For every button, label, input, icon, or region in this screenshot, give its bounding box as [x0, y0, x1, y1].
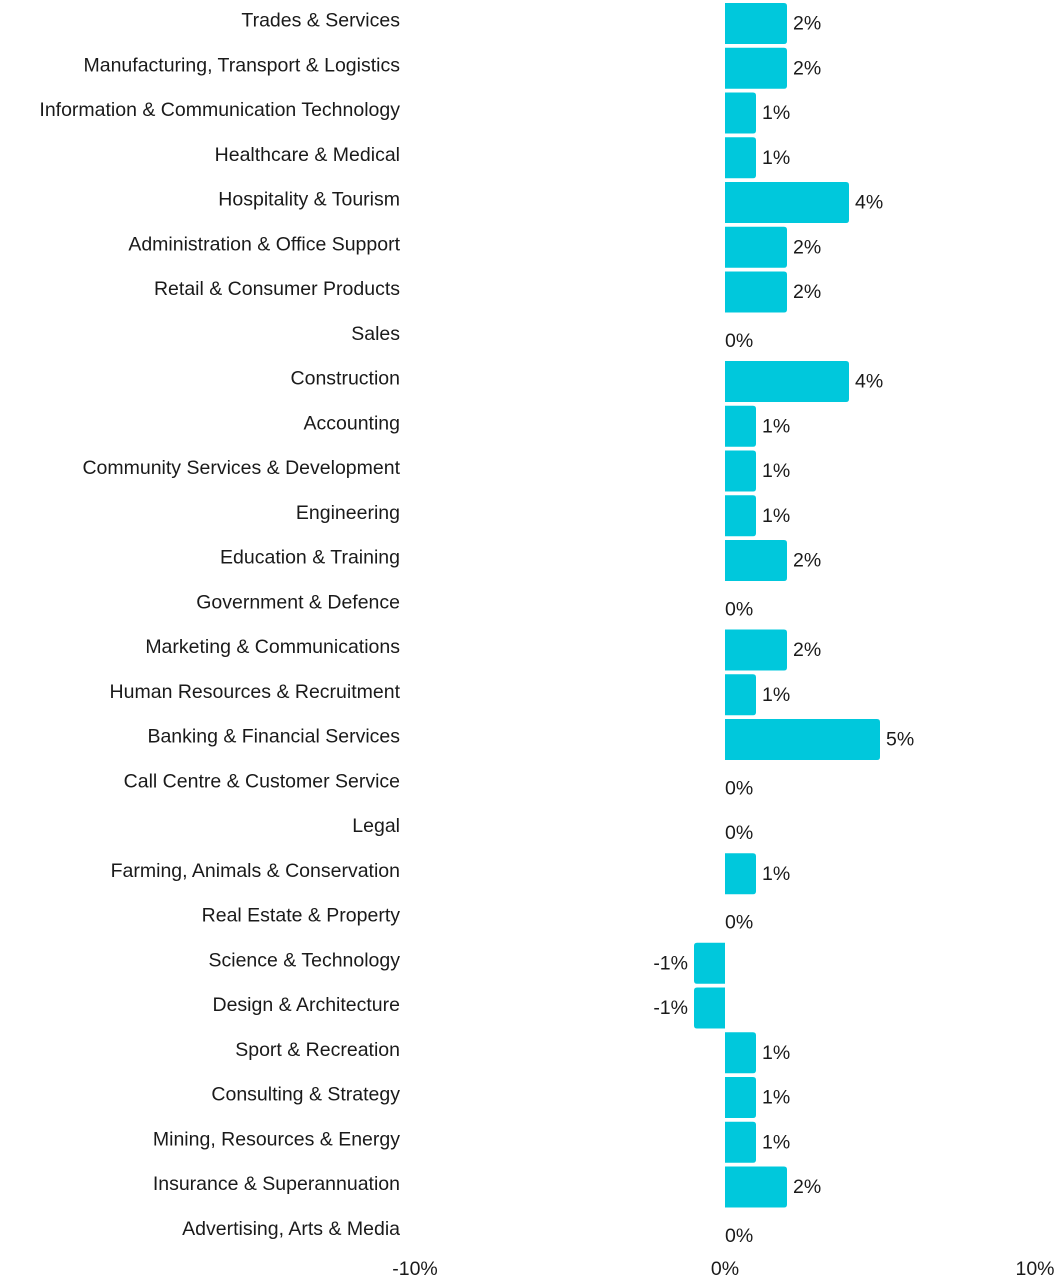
bar: [725, 405, 756, 447]
category-label: Mining, Resources & Energy: [153, 1128, 400, 1150]
bar: [725, 1032, 756, 1074]
bar: [725, 137, 756, 179]
category-label: Retail & Consumer Products: [154, 278, 400, 300]
bar: [725, 1121, 756, 1163]
category-label: Marketing & Communications: [145, 636, 400, 658]
category-label: Accounting: [304, 412, 400, 434]
bar: [694, 987, 725, 1029]
value-label: 1%: [762, 415, 790, 437]
value-label: 2%: [793, 1176, 821, 1198]
value-label: 1%: [762, 460, 790, 482]
value-label: 1%: [762, 1131, 790, 1153]
value-label: 2%: [793, 13, 821, 35]
value-label: 2%: [793, 550, 821, 572]
category-label: Legal: [352, 815, 400, 837]
bars: [694, 3, 880, 1208]
x-tick-label: 10%: [1015, 1258, 1054, 1280]
category-label: Engineering: [296, 502, 400, 524]
category-label: Trades & Services: [241, 10, 400, 32]
bar: [725, 92, 756, 134]
value-label: -1%: [653, 952, 688, 974]
bar: [725, 3, 787, 44]
value-label: 1%: [762, 1087, 790, 1109]
category-label: Hospitality & Tourism: [218, 189, 400, 211]
value-label: 4%: [855, 192, 883, 214]
bar: [725, 450, 756, 492]
value-label: 0%: [725, 912, 753, 934]
category-label: Education & Training: [220, 547, 400, 569]
category-label: Banking & Financial Services: [147, 726, 400, 748]
category-label: Design & Architecture: [212, 994, 400, 1016]
value-label: 0%: [725, 822, 753, 844]
bar: [725, 271, 787, 313]
category-label: Advertising, Arts & Media: [182, 1218, 400, 1240]
value-label: 2%: [793, 281, 821, 303]
category-label: Consulting & Strategy: [211, 1084, 400, 1106]
category-label: Construction: [291, 368, 400, 390]
value-label: 0%: [725, 598, 753, 620]
category-label: Human Resources & Recruitment: [110, 681, 401, 703]
bar: [725, 540, 787, 581]
bar: [725, 1077, 756, 1118]
category-label: Call Centre & Customer Service: [124, 770, 400, 792]
value-label: -1%: [653, 997, 688, 1019]
category-label: Science & Technology: [208, 949, 400, 971]
x-tick-label: 0%: [711, 1258, 739, 1280]
value-label: 1%: [762, 863, 790, 885]
bar: [725, 226, 787, 268]
bar: [725, 1166, 787, 1208]
value-labels: 2% 2% 1% 1% 4% 2% 2% 0% 4% 1% 1% 1% 2% 0% 2% 1% 5% 0% 0% 1%…: [653, 13, 914, 1247]
category-label: Government & Defence: [196, 591, 400, 613]
value-label: 1%: [762, 102, 790, 124]
value-label: 1%: [762, 684, 790, 706]
bar: [725, 629, 787, 671]
x-axis: -10% 0% 10%: [392, 1258, 1054, 1280]
value-label: 0%: [725, 777, 753, 799]
category-label: Farming, Animals & Conservation: [111, 860, 400, 882]
value-label: 2%: [793, 639, 821, 661]
bar: [725, 719, 880, 760]
bar: [725, 495, 756, 537]
value-label: 0%: [725, 330, 753, 352]
value-label: 1%: [762, 505, 790, 527]
bar: [725, 674, 756, 716]
bar: [725, 361, 849, 402]
value-label: 5%: [886, 729, 914, 751]
category-label: Healthcare & Medical: [215, 144, 400, 166]
category-label: Manufacturing, Transport & Logistics: [84, 54, 401, 76]
x-tick-label: -10%: [392, 1258, 438, 1280]
value-label: 2%: [793, 236, 821, 258]
category-label: Administration & Office Support: [128, 233, 400, 255]
category-label: Real Estate & Property: [202, 905, 401, 927]
value-label: 2%: [793, 57, 821, 79]
value-label: 1%: [762, 147, 790, 169]
bar: [725, 853, 756, 895]
category-label: Insurance & Superannuation: [153, 1173, 400, 1195]
bar: [694, 942, 725, 984]
category-labels: Trades & Services Manufacturing, Transpor…: [39, 10, 400, 1240]
category-label: Sales: [351, 323, 400, 345]
category-label: Sport & Recreation: [235, 1039, 400, 1061]
value-label: 4%: [855, 371, 883, 393]
category-label: Community Services & Development: [82, 457, 400, 479]
value-label: 0%: [725, 1225, 753, 1247]
category-label: Information & Communication Technology: [39, 99, 400, 121]
bar: [725, 47, 787, 89]
value-label: 1%: [762, 1042, 790, 1064]
bar: [725, 182, 849, 223]
